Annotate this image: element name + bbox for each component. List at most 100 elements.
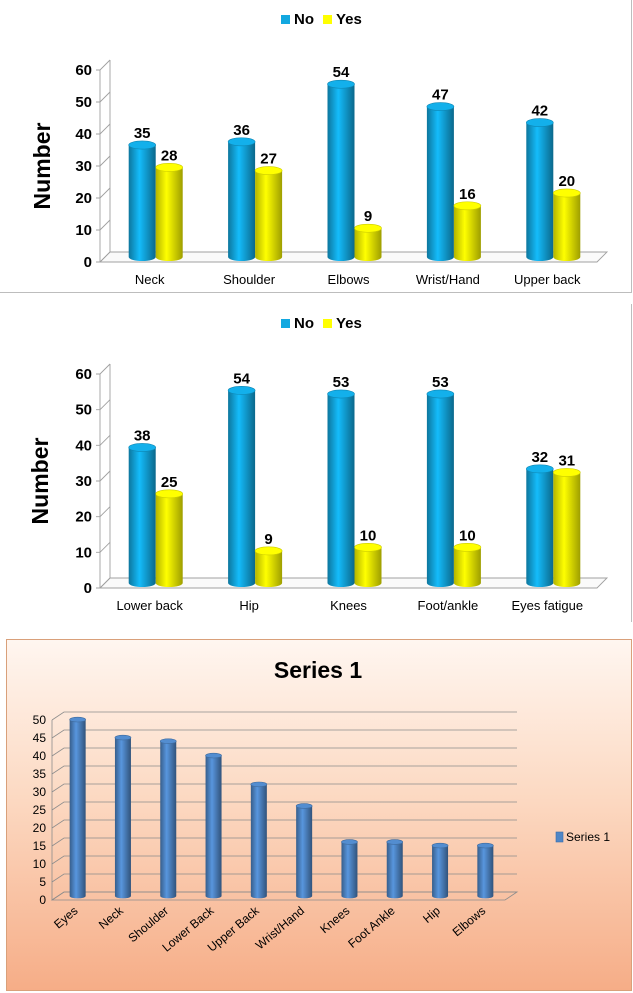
bar-series-1 — [114, 734, 132, 899]
y-tick — [96, 399, 111, 411]
bar-no — [525, 118, 554, 262]
bar-series-1 — [386, 839, 404, 899]
gridline — [51, 819, 517, 829]
y-tick-label: 50 — [75, 94, 92, 111]
data-label: 28 — [161, 147, 178, 164]
y-tick — [96, 470, 111, 482]
bar-yes — [155, 489, 183, 588]
data-label: 25 — [161, 474, 178, 491]
data-label: 47 — [432, 87, 449, 104]
y-tick-label: 5 — [39, 875, 46, 889]
bar-no — [327, 389, 355, 588]
y-tick-label: 20 — [75, 509, 92, 526]
y-tick-label: 20 — [75, 190, 92, 207]
gridline — [51, 711, 517, 721]
y-tick — [96, 435, 111, 446]
chart-floor — [50, 891, 519, 901]
gridline — [51, 837, 517, 847]
legend-swatch-yes — [323, 15, 332, 24]
y-tick-label: 50 — [33, 713, 47, 727]
bar-yes — [453, 542, 482, 588]
y-tick — [96, 59, 111, 71]
gridline — [51, 747, 517, 757]
x-tick-label: Knees — [317, 904, 352, 937]
bar-series-1 — [431, 842, 449, 899]
chart-1: 0 10 20 30 40 50 60 Number No Yes Neck 35 28 Shoulder… — [29, 11, 609, 287]
x-tick-label: Eyes fatigue — [512, 598, 584, 613]
y-tick-label: 20 — [33, 821, 47, 835]
y-tick — [96, 363, 111, 375]
legend-swatch-no — [281, 319, 290, 328]
bar-no — [128, 140, 156, 262]
bar-no — [128, 443, 156, 588]
y-tick-label: 0 — [84, 254, 92, 271]
bar-yes — [552, 468, 581, 588]
data-label: 53 — [432, 374, 449, 391]
bar-series-1 — [250, 781, 268, 899]
legend-label-yes: Yes — [336, 315, 362, 332]
bar-series-1 — [477, 842, 494, 899]
x-tick-label: Shoulder — [223, 272, 276, 287]
y-tick-label: 30 — [33, 785, 47, 799]
x-tick-label: Elbows — [450, 904, 489, 940]
y-tick-label: 10 — [75, 222, 92, 239]
chart-panel-1: 0 10 20 30 40 50 60 Number No Yes Neck 35 28 Shoulder… — [0, 0, 632, 293]
legend-label-series-1: Series 1 — [566, 830, 610, 844]
x-tick-label: Foot Ankle — [345, 903, 398, 950]
y-tick — [96, 542, 111, 553]
y-tick-label: 50 — [75, 402, 92, 419]
y-tick — [96, 123, 111, 135]
data-label: 9 — [364, 208, 372, 225]
data-label: 35 — [134, 125, 151, 142]
y-tick-label: 40 — [75, 126, 92, 143]
bar-no — [227, 386, 256, 588]
data-label: 54 — [333, 64, 350, 81]
data-label: 10 — [360, 527, 377, 544]
legend-swatch-series-1 — [555, 831, 564, 843]
data-label: 38 — [134, 427, 151, 444]
y-tick-label: 35 — [33, 767, 47, 781]
gridline — [51, 783, 517, 793]
x-tick-label: Lower back — [116, 598, 183, 613]
gridline — [51, 873, 517, 883]
legend-swatch-yes — [323, 319, 332, 328]
y-tick — [96, 251, 111, 263]
y-tick — [96, 91, 111, 103]
bar-yes — [453, 201, 482, 262]
chart-2: 0 10 20 30 40 50 60 Number No Yes Lower back 38 25 Hi… — [27, 315, 609, 613]
gridline — [51, 801, 517, 811]
legend-label-no: No — [294, 315, 314, 332]
y-tick — [96, 506, 111, 518]
y-tick-label: 15 — [33, 839, 47, 853]
y-tick-label: 45 — [33, 731, 47, 745]
x-tick-label: Eyes — [51, 904, 80, 932]
y-tick — [96, 155, 111, 167]
bar-no — [525, 464, 554, 588]
y-tick-label: 60 — [75, 366, 92, 383]
x-tick-label: Knees — [330, 598, 367, 613]
x-tick-label: Foot/ankle — [418, 598, 479, 613]
gridline — [51, 729, 517, 739]
bar-no — [426, 389, 455, 588]
x-tick-label: Hip — [420, 903, 443, 926]
y-tick-label: 0 — [84, 580, 92, 597]
x-tick-label: Wrist/Hand — [416, 272, 480, 287]
y-axis-label: Number — [27, 438, 53, 525]
x-tick-label: Upper back — [514, 272, 581, 287]
data-label: 31 — [558, 452, 575, 469]
y-tick-label: 10 — [33, 857, 47, 871]
data-label: 27 — [260, 151, 277, 168]
chart-panel-2: 0 10 20 30 40 50 60 Number No Yes Lower back 38 25 Hi… — [0, 304, 632, 622]
data-label: 54 — [233, 370, 250, 387]
data-label: 20 — [558, 173, 575, 190]
data-label: 42 — [531, 103, 548, 120]
gridline — [51, 765, 517, 775]
data-label: 32 — [531, 449, 548, 466]
y-tick — [96, 219, 111, 231]
x-tick-label: Wrist/Hand — [253, 904, 307, 953]
y-tick-label: 60 — [75, 62, 92, 79]
data-label: 9 — [264, 531, 272, 548]
bar-series-1 — [205, 752, 222, 899]
bar-series-1 — [341, 839, 358, 899]
